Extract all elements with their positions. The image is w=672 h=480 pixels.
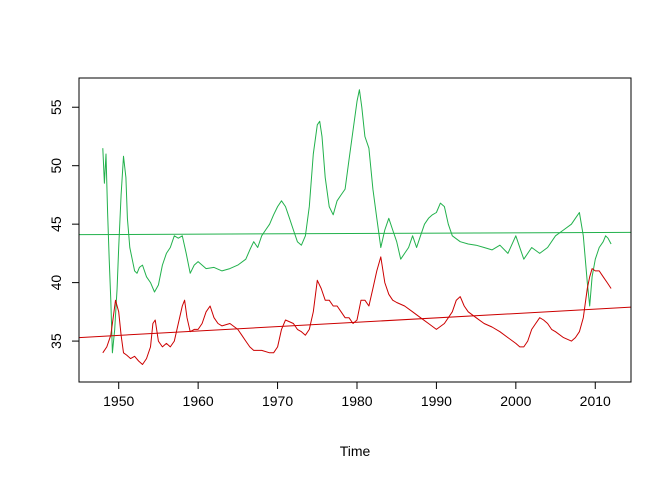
trend-layer [78, 231, 632, 339]
x-tick-label: 1980 [341, 393, 372, 409]
series-line-1 [102, 89, 612, 354]
y-tick-label: 45 [48, 216, 64, 232]
trend-line-2 [78, 306, 632, 339]
series-line-2 [102, 256, 612, 365]
x-axis: 1950 1960 1970 1980 1990 2000 2010 [103, 381, 611, 409]
x-tick-label: 1960 [183, 393, 214, 409]
series-layer [102, 89, 612, 365]
y-tick-label: 40 [48, 275, 64, 291]
y-tick-label: 35 [48, 333, 64, 349]
x-axis-title: Time [340, 443, 371, 459]
y-tick-label: 50 [48, 158, 64, 174]
x-tick-label: 2000 [500, 393, 531, 409]
x-tick-label: 1990 [421, 393, 452, 409]
x-tick-label: 2010 [580, 393, 611, 409]
x-tick-label: 1950 [103, 393, 134, 409]
trend-line-1 [78, 231, 632, 236]
y-tick-label: 55 [48, 99, 64, 115]
x-tick-label: 1970 [262, 393, 293, 409]
y-axis: 35 40 45 50 55 [48, 99, 80, 349]
